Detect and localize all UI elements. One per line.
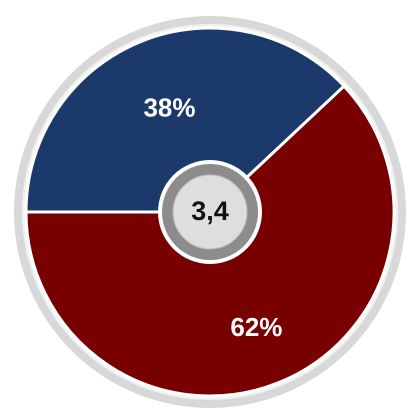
value-label: 62% <box>230 312 282 342</box>
pie-slice <box>24 26 346 214</box>
value-label: 38% <box>143 93 195 123</box>
labels: 38% 62% <box>143 93 282 342</box>
center-disc <box>172 174 248 250</box>
center-label: 3,4 <box>191 196 229 226</box>
